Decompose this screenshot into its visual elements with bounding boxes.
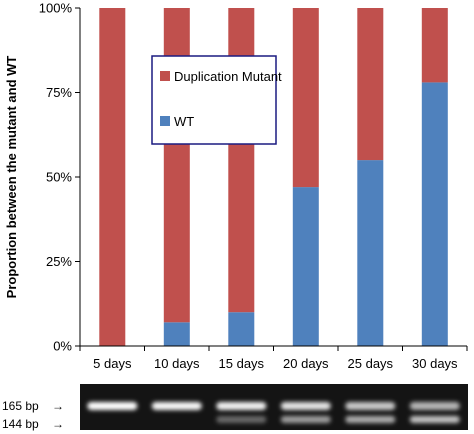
gel-band-144bp	[280, 416, 331, 423]
legend-swatch-duplication-mutant	[160, 71, 170, 81]
legend-label-duplication-mutant: Duplication Mutant	[174, 69, 282, 84]
arrow-144bp-icon: →	[52, 417, 64, 431]
bar-duplication-mutant-5-days	[99, 8, 126, 346]
bar-duplication-mutant-30-days	[421, 8, 448, 83]
bar-wt-20-days	[292, 187, 319, 346]
bar-wt-25-days	[357, 160, 384, 346]
gel-band-165bp	[216, 402, 267, 410]
gel-band-144bp	[409, 416, 460, 423]
x-tick-label: 25 days	[348, 356, 394, 371]
gel-background	[80, 384, 468, 430]
bars-layer	[99, 8, 448, 347]
y-tick-label: 50%	[46, 170, 72, 185]
y-axis-title: Proportion between the mutant and WT	[4, 56, 19, 299]
bar-duplication-mutant-15-days	[228, 8, 255, 313]
bar-duplication-mutant-20-days	[292, 8, 319, 188]
gel-band-144bp	[345, 416, 396, 423]
bar-duplication-mutant-10-days	[163, 8, 190, 323]
gel-label-165bp: 165 bp	[2, 399, 39, 413]
gel-band-165bp	[345, 402, 396, 410]
legend-swatch-wt	[160, 116, 170, 126]
y-ticks: 0% 25% 50% 75% 100%	[39, 1, 80, 354]
legend: Duplication Mutant WT	[151, 55, 282, 145]
y-tick-label: 75%	[46, 85, 72, 100]
y-tick-label: 25%	[46, 254, 72, 269]
gel-band-165bp	[151, 402, 202, 410]
gel-band-165bp	[280, 402, 331, 410]
x-tick-label: 10 days	[154, 356, 200, 371]
x-tick-label: 30 days	[412, 356, 458, 371]
x-tick-label: 20 days	[283, 356, 329, 371]
y-tick-label: 0%	[53, 339, 72, 354]
arrow-165bp-icon: →	[52, 399, 64, 413]
gel-image: 165 bp → 144 bp →	[2, 384, 468, 431]
x-ticks: 5 days 10 days 15 days 20 days 25 days 30 day…	[79, 346, 468, 371]
y-tick-label: 100%	[39, 1, 73, 16]
x-tick-label: 5 days	[93, 356, 132, 371]
gel-bands	[87, 402, 460, 423]
x-tick-label: 15 days	[219, 356, 265, 371]
legend-label-wt: WT	[174, 114, 194, 129]
bar-wt-15-days	[228, 312, 255, 346]
bar-wt-30-days	[421, 82, 448, 347]
gel-band-165bp	[409, 402, 460, 410]
legend-box	[151, 55, 277, 145]
gel-band-144bp	[216, 416, 267, 423]
gel-band-165bp	[87, 402, 138, 410]
bar-duplication-mutant-25-days	[357, 8, 384, 161]
bar-wt-10-days	[163, 322, 190, 346]
gel-label-144bp: 144 bp	[2, 417, 39, 431]
